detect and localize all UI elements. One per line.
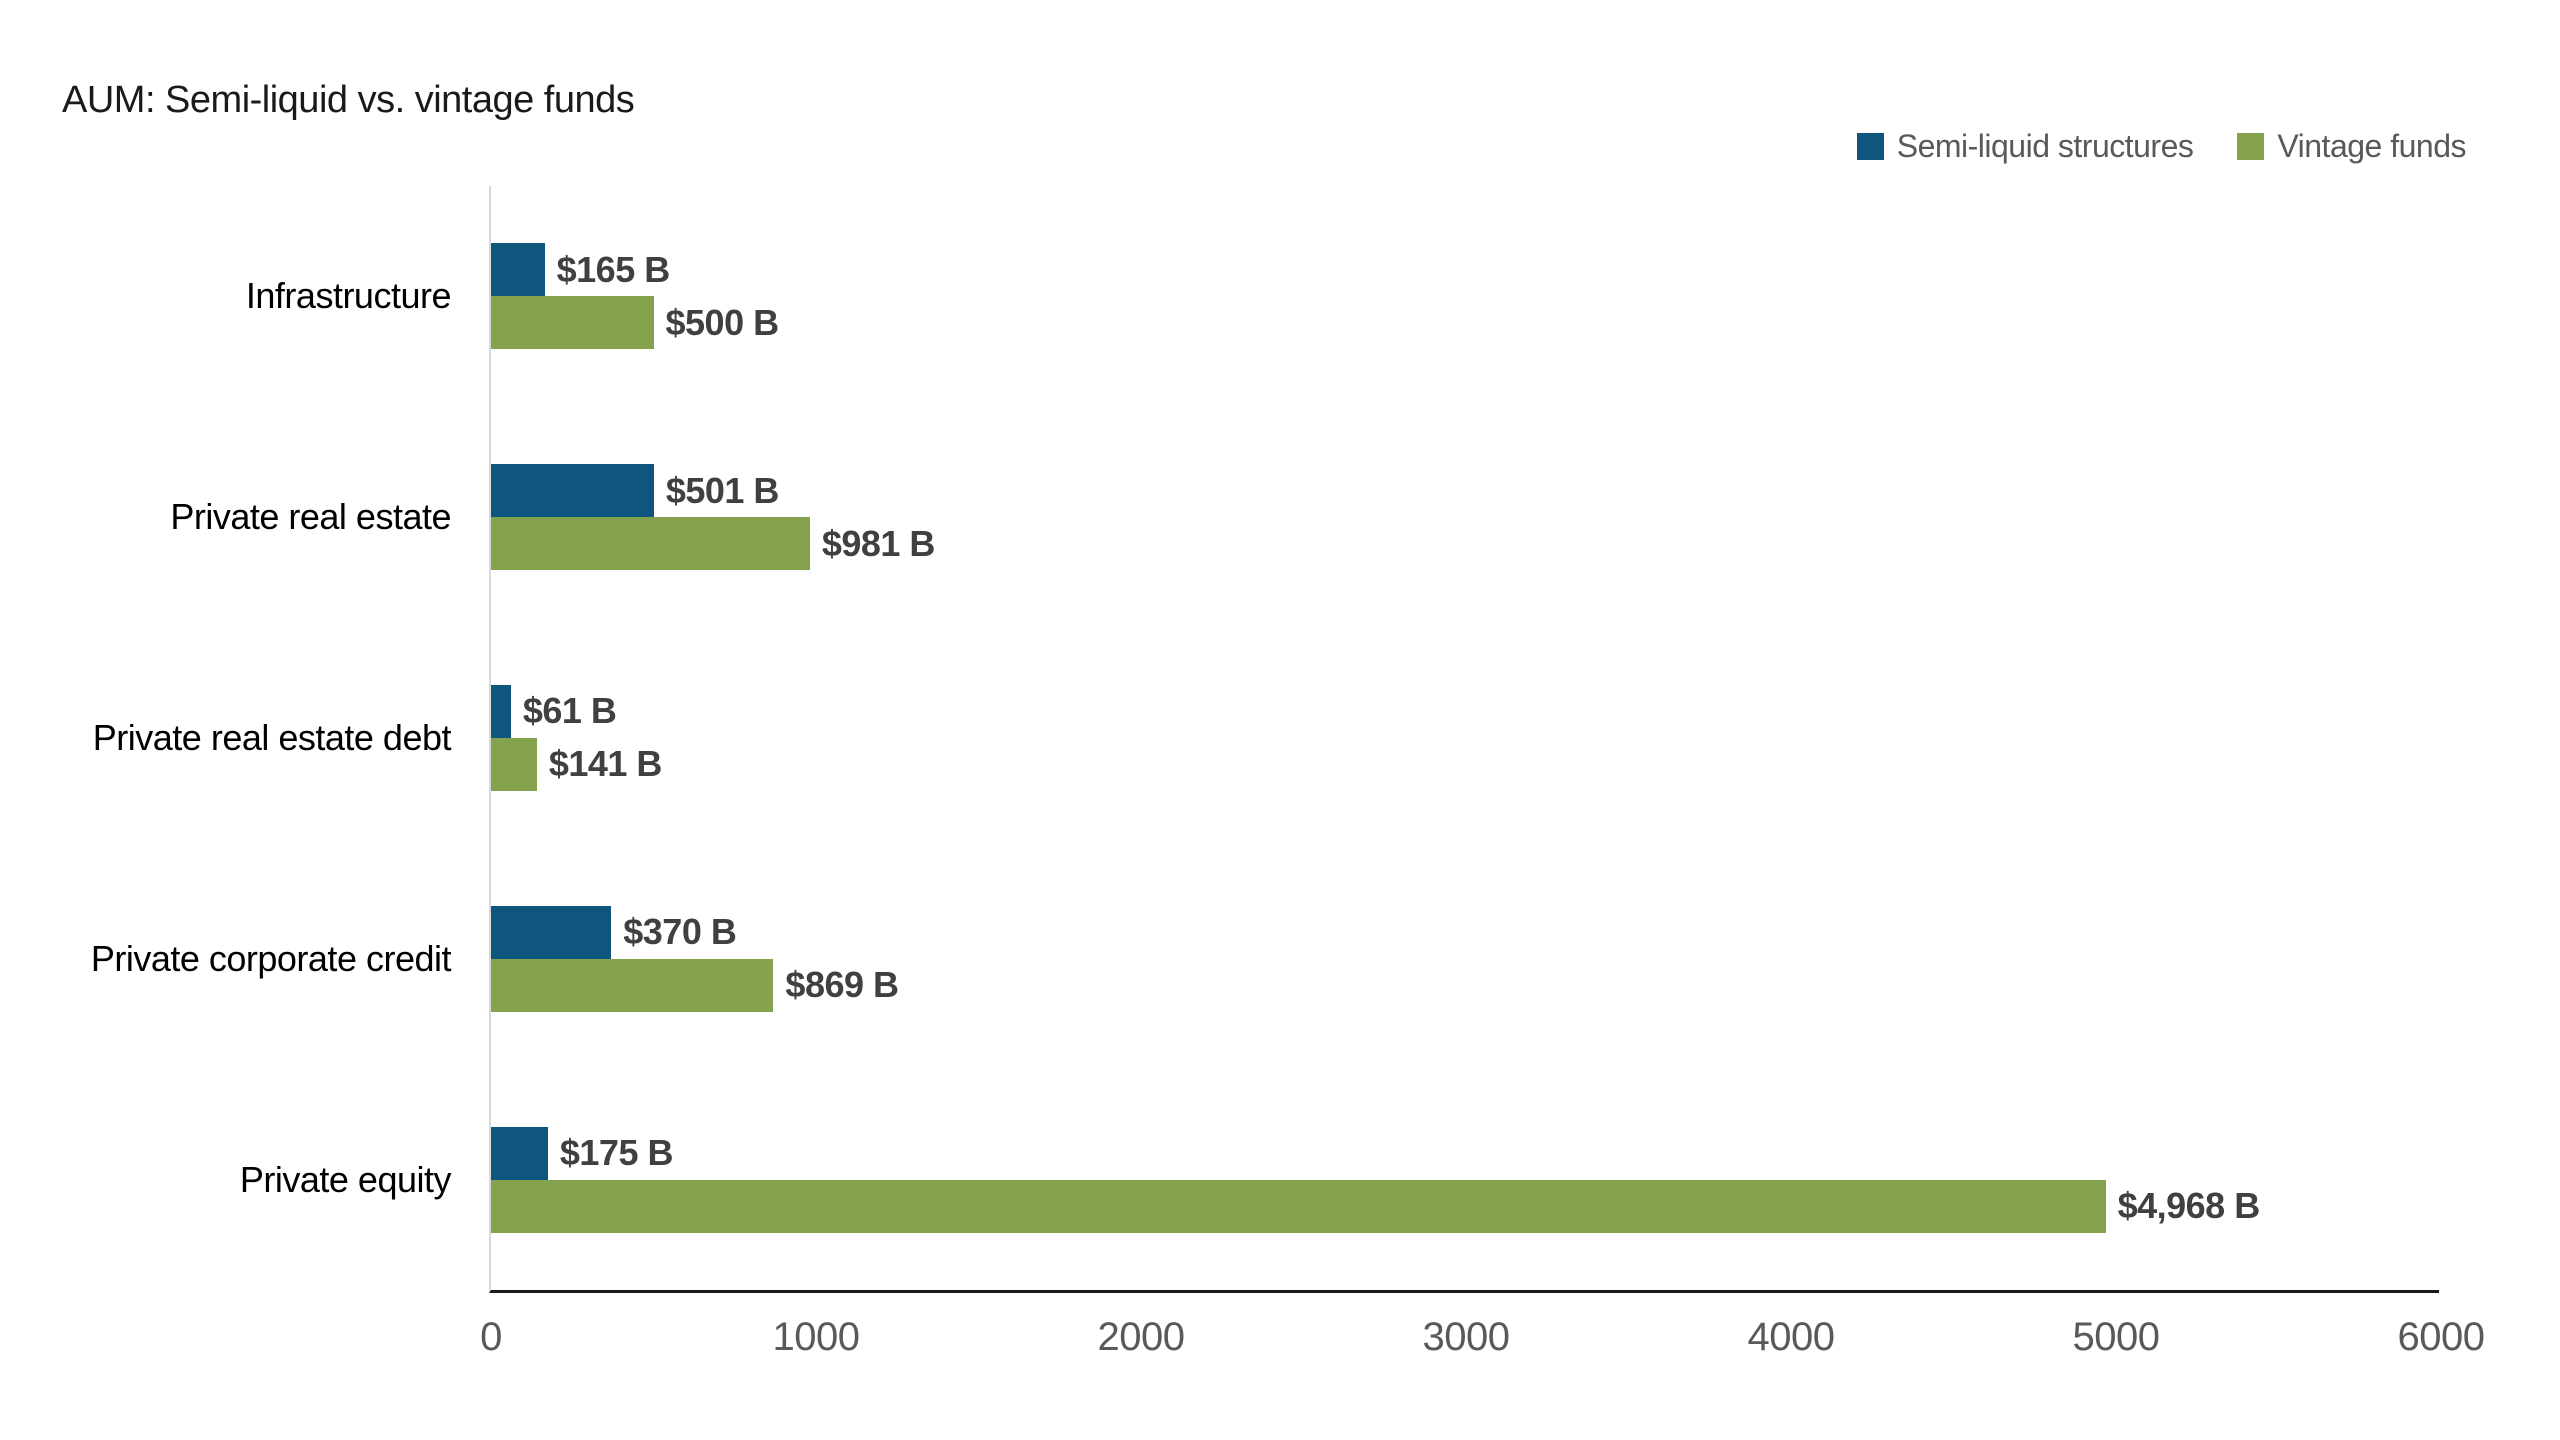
category-label: Private real estate debt xyxy=(92,716,452,758)
bar-value-label: $175 B xyxy=(559,1132,674,1174)
bar-rows: Infrastructure $165 B $500 B Private real e… xyxy=(91,186,2439,1290)
bar-line: $981 B xyxy=(491,517,936,571)
bar-value-label: $501 B xyxy=(665,469,780,511)
x-axis-tick-label: 6000 xyxy=(2397,1315,2485,1359)
bar-group-row: Private equity $175 B $4,968 B xyxy=(240,1069,2439,1290)
bar-pair: $370 B $869 B xyxy=(491,905,899,1012)
bar-pair: $501 B $981 B xyxy=(491,464,936,571)
category-label: Infrastructure xyxy=(245,275,452,317)
chart-title: AUM: Semi-liquid vs. vintage funds xyxy=(62,79,635,121)
x-axis-tick-label: 1000 xyxy=(772,1315,860,1359)
bar-value-label: $141 B xyxy=(548,743,663,785)
vintage-bar xyxy=(491,737,537,791)
bar-value-label: $165 B xyxy=(556,248,671,290)
vintage-bar xyxy=(491,517,810,571)
x-axis-tick-label: 3000 xyxy=(1422,1315,1510,1359)
legend-label-vintage: Vintage funds xyxy=(2277,128,2466,164)
legend-swatch-semi-liquid-icon xyxy=(1856,133,1884,160)
bar-group-row: Private real estate debt $61 B $141 B xyxy=(93,628,2439,849)
semi-liquid-bar xyxy=(491,684,511,738)
x-axis-ticks: 0 1000 2000 3000 4000 5000 6000 xyxy=(480,1290,2485,1360)
vintage-bar xyxy=(491,296,654,350)
bar-pair: $165 B $500 B xyxy=(491,243,780,350)
bar-line: $500 B xyxy=(491,296,780,350)
bar-pair: $175 B $4,968 B xyxy=(491,1126,2261,1233)
category-label: Private corporate credit xyxy=(90,937,452,979)
legend-item-vintage: Vintage funds xyxy=(2237,128,2466,165)
bar-value-label: $869 B xyxy=(785,964,899,1006)
plot-area: Infrastructure $165 B $500 B Private real e… xyxy=(91,186,2485,1359)
bar-value-label: $370 B xyxy=(623,911,737,953)
category-label: Private real estate xyxy=(170,496,451,538)
semi-liquid-bar xyxy=(491,905,612,959)
bar-group-row: Private corporate credit $370 B $869 B xyxy=(91,848,2439,1069)
x-axis-tick-label: 0 xyxy=(480,1315,502,1359)
semi-liquid-bar xyxy=(491,1126,548,1180)
x-axis-tick-label: 5000 xyxy=(2072,1315,2160,1359)
category-label: Private equity xyxy=(239,1158,452,1200)
vintage-bar xyxy=(491,1179,2106,1233)
bar-line: $869 B xyxy=(491,958,899,1012)
bar-line: $61 B xyxy=(491,684,662,738)
bar-line: $4,968 B xyxy=(491,1179,2261,1233)
bar-group-row: Infrastructure $165 B $500 B xyxy=(246,186,2439,407)
legend: Semi-liquid structures Vintage funds xyxy=(1856,128,2466,165)
bar-group-row: Private real estate $501 B $981 B xyxy=(170,407,2439,628)
bar-line: $165 B xyxy=(491,243,779,297)
x-axis-tick-label: 4000 xyxy=(1747,1315,1835,1359)
semi-liquid-bar xyxy=(491,243,545,297)
bar-line: $370 B xyxy=(491,905,899,959)
bar-value-label: $61 B xyxy=(522,690,617,732)
legend-item-semi-liquid: Semi-liquid structures xyxy=(1856,128,2194,165)
bar-value-label: $981 B xyxy=(821,522,936,564)
semi-liquid-bar xyxy=(491,464,654,518)
bar-value-label: $4,968 B xyxy=(2117,1185,2261,1227)
legend-swatch-vintage-icon xyxy=(2237,133,2265,160)
bar-line: $141 B xyxy=(491,737,663,791)
vintage-bar xyxy=(491,958,774,1012)
bar-line: $501 B xyxy=(491,464,935,518)
bar-line: $175 B xyxy=(491,1126,2260,1180)
bar-value-label: $500 B xyxy=(665,301,780,343)
bar-pair: $61 B $141 B xyxy=(491,684,663,791)
x-axis-tick-label: 2000 xyxy=(1097,1315,1185,1359)
legend-label-semi-liquid: Semi-liquid structures xyxy=(1896,128,2194,164)
